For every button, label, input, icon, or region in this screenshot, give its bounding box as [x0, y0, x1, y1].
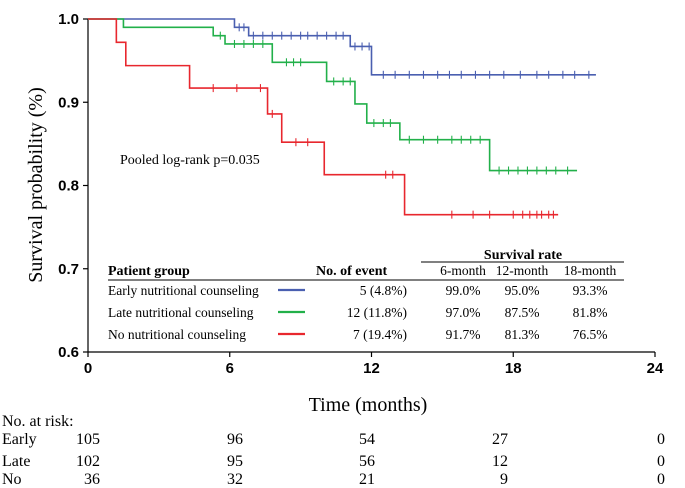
axes: 0.6 0.7 0.8 0.9 1.0 0 6 12 18 24 [58, 11, 664, 377]
risk-count: 105 [76, 431, 100, 448]
y-tick-label: 0.7 [58, 261, 79, 278]
legend-col-header: Patient group [108, 264, 190, 279]
x-tick-label: 6 [226, 360, 234, 377]
risk-count: 32 [227, 471, 243, 488]
risk-count: 0 [657, 453, 665, 470]
legend-events: 5 (4.8%) [360, 283, 407, 298]
risk-count: 54 [359, 431, 375, 448]
legend-row-label: Late nutritional counseling [108, 305, 254, 320]
survival-curve [88, 18, 578, 172]
legend-events: 12 (11.8%) [347, 305, 407, 320]
legend-row-label: No nutritional counseling [108, 327, 246, 342]
survival-curve [88, 18, 559, 216]
survival-curves [88, 18, 596, 219]
legend-rate: 97.0% [446, 305, 481, 320]
risk-row-label: Late [2, 453, 30, 470]
risk-count: 102 [76, 453, 100, 470]
y-tick-label: 0.9 [58, 94, 79, 111]
series-2 [88, 18, 578, 175]
risk-row-label: No [2, 471, 22, 488]
y-tick-label: 0.8 [58, 178, 79, 195]
risk-count: 12 [492, 453, 508, 470]
x-axis-label: Time (months) [309, 394, 428, 416]
risk-count: 0 [657, 471, 665, 488]
legend-rate: 99.0% [446, 283, 481, 298]
legend-rate: 93.3% [573, 283, 608, 298]
series-3 [88, 18, 559, 219]
legend-rate: 95.0% [505, 283, 540, 298]
y-tick-label: 1.0 [58, 11, 79, 28]
risk-row-label: Early [2, 431, 37, 448]
legend-col-header: 18-month [564, 263, 617, 278]
survival-curve [88, 18, 596, 76]
legend-col-header: 6-month [440, 263, 486, 278]
legend-rate: 91.7% [446, 327, 481, 342]
risk-table-title: No. at risk: [2, 413, 74, 430]
legend-rate: 87.5% [505, 305, 540, 320]
risk-count: 0 [657, 431, 665, 448]
legend-events: 7 (19.4%) [353, 327, 407, 342]
y-axis-label: Survival probability (%) [25, 87, 47, 283]
x-tick-label: 0 [84, 360, 92, 377]
risk-count: 21 [359, 471, 375, 488]
legend-col-header: No. of event [316, 264, 387, 279]
legend-col-header: 12-month [496, 263, 549, 278]
legend-table: Survival rate Patient group No. of event 6-… [108, 248, 624, 342]
legend-row-label: Early nutritional counseling [108, 283, 259, 298]
x-tick-label: 18 [505, 360, 522, 377]
series-1 [88, 18, 596, 79]
legend-rate: 81.3% [505, 327, 540, 342]
risk-count: 36 [84, 471, 100, 488]
legend-rate: 76.5% [573, 327, 608, 342]
risk-count: 27 [492, 431, 508, 448]
risk-table: No. at risk:Early 105 96 54 27 0 Late 102 95 56 12… [2, 413, 665, 488]
risk-count: 96 [227, 431, 243, 448]
x-tick-label: 24 [647, 360, 664, 377]
risk-count: 95 [227, 453, 243, 470]
risk-count: 56 [359, 453, 375, 470]
legend-rate: 81.8% [573, 305, 608, 320]
y-tick-label: 0.6 [58, 344, 79, 361]
x-tick-label: 12 [363, 360, 380, 377]
risk-count: 9 [500, 471, 508, 488]
log-rank-annotation: Pooled log-rank p=0.035 [120, 153, 260, 168]
legend-header-group: Survival rate [484, 248, 562, 263]
